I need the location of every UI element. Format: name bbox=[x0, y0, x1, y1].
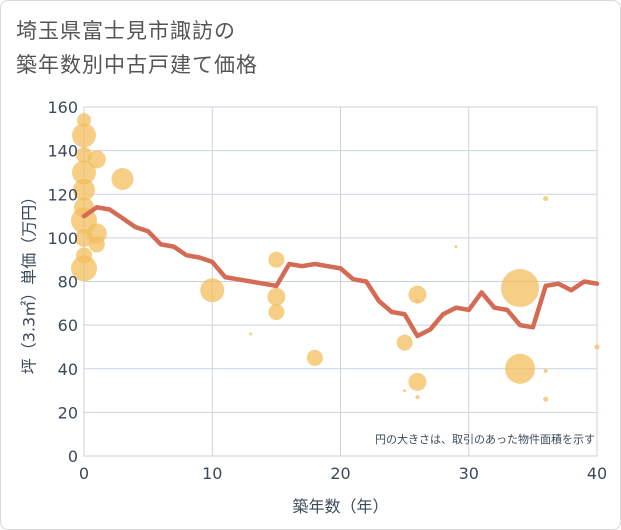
bubble-series bbox=[71, 113, 600, 402]
average-price-line bbox=[81, 205, 600, 339]
bubble-point bbox=[408, 285, 427, 304]
y-tick-label: 0 bbox=[68, 447, 78, 466]
x-tick-label: 30 bbox=[459, 464, 479, 483]
y-axis-label: 坪（3.3㎡）単価（万円） bbox=[20, 189, 39, 374]
bubble-point bbox=[72, 123, 96, 148]
bubble-point bbox=[505, 353, 536, 384]
bubble-point bbox=[87, 150, 106, 169]
bubble-point bbox=[71, 255, 97, 282]
y-tick-label: 100 bbox=[47, 229, 78, 248]
chart-title-line-1: 埼玉県富士見市諏訪の bbox=[16, 19, 236, 43]
bubble-point bbox=[543, 196, 549, 202]
bubble-point bbox=[415, 395, 420, 400]
size-legend-note: 円の大きさは、取引のあった物件面積を示す bbox=[375, 432, 595, 446]
y-tick-label: 140 bbox=[47, 142, 78, 161]
average-line-series bbox=[81, 205, 600, 339]
y-tick-label: 40 bbox=[58, 360, 78, 379]
bubble-point bbox=[73, 178, 95, 201]
chart-title-line-2: 築年数別中古戸建て価格 bbox=[16, 53, 258, 77]
bubble-point bbox=[88, 236, 105, 253]
bubble-point bbox=[306, 349, 323, 366]
x-tick-label: 40 bbox=[587, 464, 607, 483]
bubble-point bbox=[249, 332, 253, 336]
y-tick-label: 160 bbox=[47, 98, 78, 117]
y-tick-label: 80 bbox=[58, 273, 78, 292]
bubble-point bbox=[396, 334, 413, 351]
bubble-point bbox=[501, 269, 540, 308]
bubble-point bbox=[72, 160, 96, 185]
bubble-point bbox=[594, 344, 600, 350]
chart-title: 埼玉県富士見市諏訪の 築年数別中古戸建て価格 bbox=[16, 14, 258, 82]
axes: 0 20 40 60 80 100 120 140 160 0 10 20 30 40 bbox=[47, 98, 607, 483]
x-tick-label: 0 bbox=[79, 464, 89, 483]
bubble-point bbox=[408, 372, 427, 391]
bubble-point bbox=[267, 287, 286, 306]
x-tick-label: 20 bbox=[330, 464, 350, 483]
bubble-point bbox=[454, 245, 458, 249]
bubble-point bbox=[268, 251, 285, 268]
bubble-point bbox=[543, 368, 548, 373]
bubble-point bbox=[415, 299, 420, 304]
y-tick-label: 60 bbox=[58, 316, 78, 335]
bubble-point bbox=[403, 389, 407, 393]
bubble-point bbox=[77, 113, 91, 128]
bubble-point bbox=[543, 396, 549, 402]
bubble-point bbox=[268, 304, 285, 321]
bubble-point bbox=[111, 167, 134, 190]
x-tick-label: 10 bbox=[202, 464, 222, 483]
bubble-point bbox=[200, 278, 225, 303]
y-tick-label: 20 bbox=[58, 403, 78, 422]
x-axis-label: 築年数（年） bbox=[292, 497, 388, 516]
y-tick-label: 120 bbox=[47, 185, 78, 204]
